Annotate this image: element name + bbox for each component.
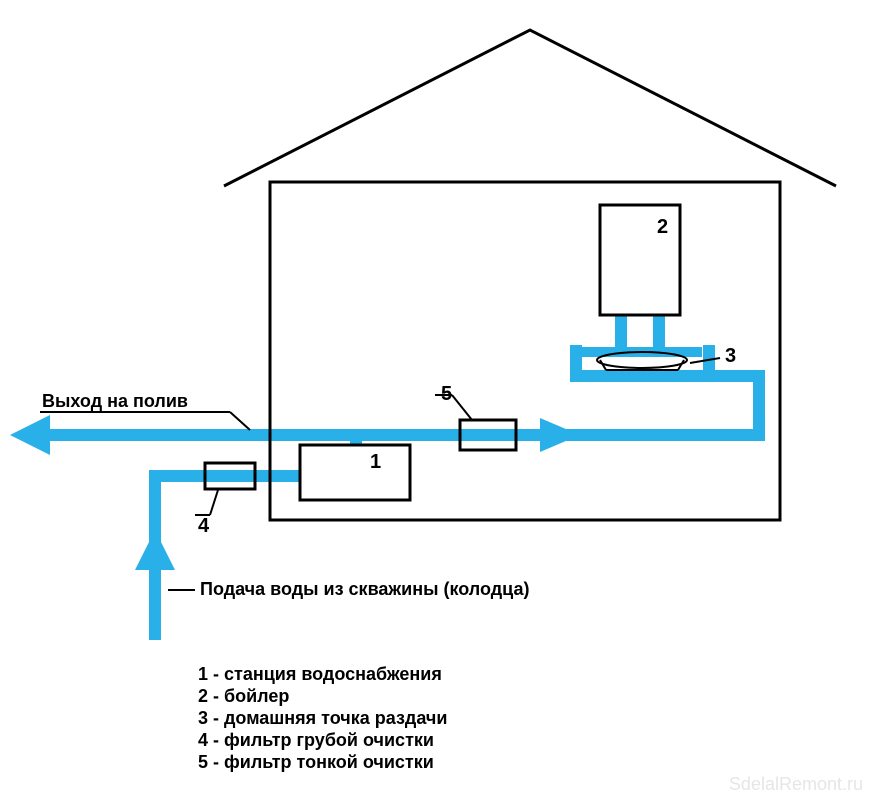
legend-3: 3 - домашняя точка раздачи — [198, 708, 447, 728]
pipe-supply-to-station — [149, 470, 309, 482]
leader-5 — [452, 395, 472, 420]
station-box — [300, 445, 410, 500]
num-1: 1 — [370, 451, 381, 473]
irrigation-leader — [230, 412, 250, 430]
pipe-sink-left-up — [570, 345, 582, 382]
legend: 1 - станция водоснабжения 2 - бойлер 3 -… — [198, 664, 447, 772]
legend-5: 5 - фильтр тонкой очистки — [198, 752, 434, 772]
leader-4 — [210, 490, 218, 515]
pipe-right-arrow — [540, 418, 580, 452]
pipe-sink-bottom — [570, 370, 765, 382]
legend-1: 1 - станция водоснабжения — [198, 664, 442, 684]
num-5: 5 — [441, 383, 452, 405]
house-roof — [224, 30, 836, 186]
pipe-irrigation-arrow — [10, 415, 50, 455]
legend-2: 2 - бойлер — [198, 686, 289, 706]
legend-4: 4 - фильтр грубой очистки — [198, 730, 434, 750]
num-3: 3 — [725, 345, 736, 367]
watermark: SdelalRemont.ru — [729, 774, 863, 795]
num-2: 2 — [657, 216, 668, 238]
water-supply-diagram: 1 2 3 4 5 Выход на полив Подача воды из … — [0, 0, 873, 800]
label-supply: Подача воды из скважины (колодца) — [200, 579, 529, 599]
num-4: 4 — [198, 515, 210, 537]
label-irrigation: Выход на полив — [42, 391, 188, 411]
pipe-supply-arrow — [135, 530, 175, 570]
pipe-main-horizontal — [35, 429, 765, 441]
pipe-sink-right-up — [703, 345, 715, 382]
